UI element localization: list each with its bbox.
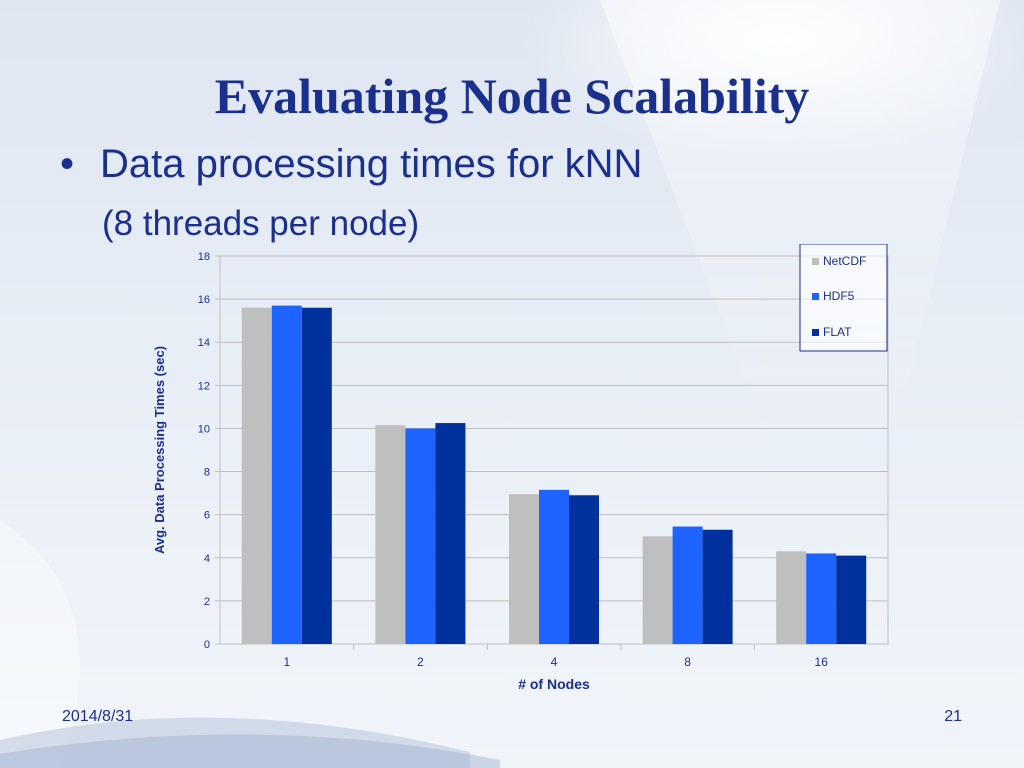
y-tick-label: 10 [198, 423, 210, 435]
bar-flat-8 [702, 529, 733, 644]
bullet-point: • Data processing times for kNN [60, 141, 642, 187]
x-axis-label: # of Nodes [518, 676, 590, 692]
bar-netcdf-8 [642, 536, 673, 644]
legend-swatch-hdf5 [812, 293, 819, 300]
bars [241, 305, 867, 644]
y-tick-labels: 0 2 4 6 8 10 12 14 16 18 [198, 251, 210, 651]
y-tick-label: 18 [198, 251, 210, 263]
bullet-text: Data processing times for kNN [100, 142, 643, 186]
bar-hdf5-16 [806, 553, 837, 644]
footer-date: 2014/8/31 [62, 708, 134, 725]
bar-netcdf-4 [509, 494, 539, 644]
bar-netcdf-1 [241, 307, 272, 644]
y-tick-label: 14 [198, 337, 210, 349]
bar-hdf5-2 [405, 428, 436, 644]
y-tick-label: 6 [204, 510, 210, 522]
bar-flat-16 [836, 555, 867, 644]
bar-netcdf-2 [375, 425, 406, 644]
bar-hdf5-1 [271, 305, 302, 644]
legend: NetCDF HDF5 FLAT [799, 244, 888, 352]
bar-netcdf-16 [776, 551, 807, 644]
x-tick-label: 16 [815, 655, 829, 669]
legend-label-flat: FLAT [823, 325, 852, 339]
y-tick-label: 0 [204, 639, 210, 651]
legend-swatch-flat [812, 329, 819, 336]
x-tick-label: 1 [283, 655, 290, 669]
slide-title: Evaluating Node Scalability [214, 68, 810, 124]
bar-hdf5-4 [539, 489, 569, 644]
y-axis-label: Avg. Data Processing Times (sec) [152, 346, 167, 554]
bar-flat-1 [301, 307, 332, 644]
y-tick-label: 8 [204, 467, 210, 479]
y-tick-label: 12 [198, 380, 210, 392]
x-tick-label: 2 [417, 655, 424, 669]
page-number: 21 [944, 708, 962, 725]
legend-label-hdf5: HDF5 [823, 289, 855, 303]
x-tick-label: 8 [684, 655, 691, 669]
bar-flat-2 [435, 423, 466, 644]
bar-hdf5-8 [672, 526, 703, 644]
y-tick-label: 2 [204, 596, 210, 608]
legend-label-netcdf: NetCDF [823, 254, 866, 268]
bar-flat-4 [569, 495, 599, 644]
y-tick-label: 4 [204, 553, 210, 565]
x-tick-labels: 1 2 4 8 16 [283, 655, 828, 669]
x-tick-label: 4 [551, 655, 558, 669]
bullet-glyph: • [60, 142, 75, 186]
y-tick-label: 16 [198, 294, 210, 306]
bullet-subtext: (8 threads per node) [102, 204, 420, 243]
legend-swatch-netcdf [812, 258, 819, 265]
